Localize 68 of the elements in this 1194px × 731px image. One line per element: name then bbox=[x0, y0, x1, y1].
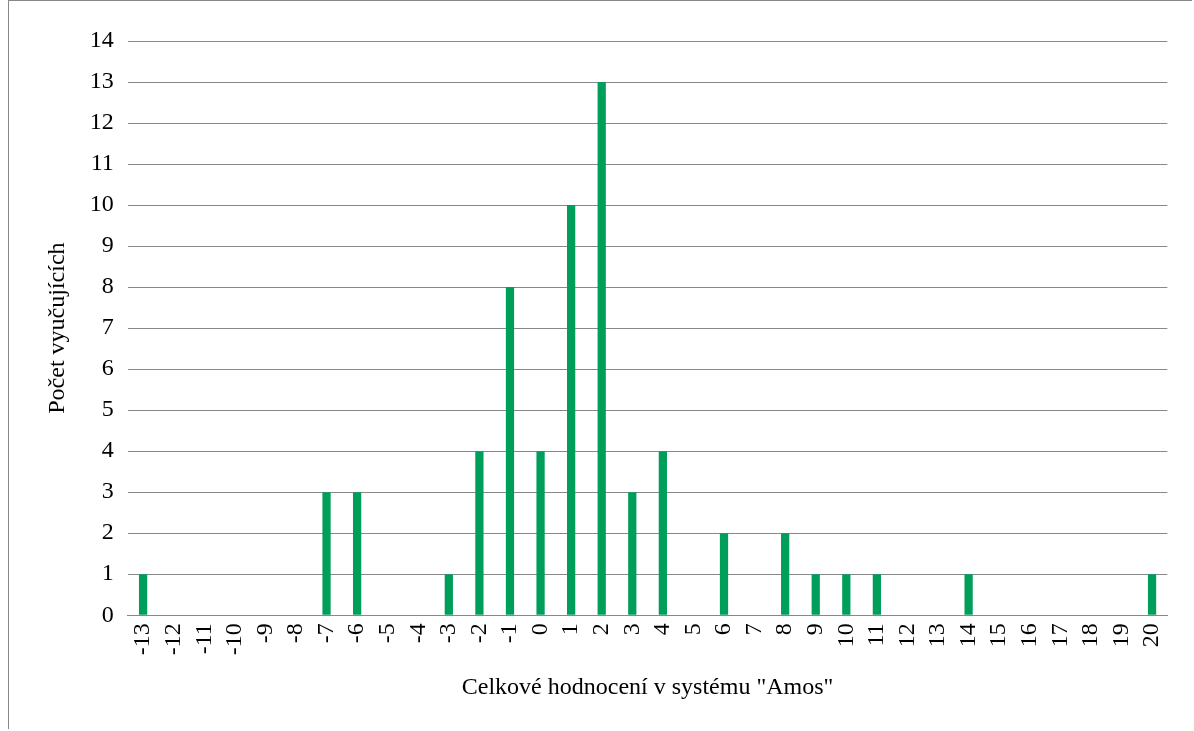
x-tick-label: -7 bbox=[311, 623, 338, 644]
x-tick-label: -3 bbox=[434, 623, 461, 644]
x-tick-label: 6 bbox=[709, 623, 736, 636]
y-tick-label: 2 bbox=[101, 518, 114, 545]
bar bbox=[567, 205, 576, 615]
bar bbox=[781, 533, 790, 615]
x-tick-label: -2 bbox=[464, 623, 491, 644]
x-tick-label: 14 bbox=[953, 623, 980, 648]
x-tick-label: 11 bbox=[862, 623, 889, 647]
x-tick-label: 5 bbox=[678, 623, 705, 636]
x-tick-label: 8 bbox=[770, 623, 797, 636]
bar bbox=[505, 287, 515, 615]
y-tick-label: 12 bbox=[89, 108, 114, 135]
x-tick-label: 19 bbox=[1106, 623, 1133, 648]
x-tick-label: -12 bbox=[158, 623, 185, 656]
bar bbox=[597, 82, 606, 615]
y-tick-label: 4 bbox=[101, 436, 114, 463]
x-tick-label: 2 bbox=[587, 623, 614, 636]
bar bbox=[658, 451, 667, 615]
x-tick-label: 0 bbox=[525, 623, 552, 636]
x-tick-label: 7 bbox=[739, 623, 766, 636]
y-tick-label: 3 bbox=[101, 477, 114, 504]
x-tick-label: 16 bbox=[1015, 623, 1042, 648]
y-axis-title: Počet vyučujících bbox=[42, 242, 69, 414]
y-tick-label: 1 bbox=[101, 559, 114, 586]
x-tick-label: 13 bbox=[923, 623, 950, 648]
y-tick-label: 9 bbox=[101, 231, 114, 258]
x-axis-title: Celkové hodnocení v systému "Amos" bbox=[461, 672, 834, 699]
y-tick-label: 14 bbox=[89, 26, 114, 53]
bar bbox=[719, 533, 729, 615]
bar bbox=[811, 574, 820, 615]
bar bbox=[352, 492, 362, 615]
bar bbox=[536, 451, 545, 615]
y-tick-label: 6 bbox=[101, 354, 114, 381]
x-tick-label: 3 bbox=[617, 623, 644, 636]
x-tick-label: 18 bbox=[1076, 623, 1103, 648]
x-tick-label: 1 bbox=[556, 623, 583, 636]
x-tick-label: -8 bbox=[281, 623, 308, 644]
x-tick-label: 15 bbox=[984, 623, 1011, 648]
x-tick-label: -9 bbox=[250, 623, 277, 644]
x-tick-label: -1 bbox=[495, 623, 522, 644]
y-tick-label: 10 bbox=[89, 190, 114, 217]
y-tick-label: 5 bbox=[101, 395, 114, 422]
x-tick-label: -11 bbox=[189, 623, 216, 655]
bar bbox=[1147, 574, 1157, 615]
x-tick-label: 17 bbox=[1045, 623, 1072, 648]
x-tick-label: -5 bbox=[372, 623, 399, 644]
bar bbox=[872, 574, 882, 615]
bar bbox=[842, 574, 851, 615]
x-tick-label: -10 bbox=[220, 623, 247, 656]
x-tick-label: -6 bbox=[342, 623, 369, 644]
bar bbox=[475, 451, 484, 615]
x-tick-label: 9 bbox=[801, 623, 828, 636]
bar bbox=[964, 574, 973, 615]
x-tick-label: 20 bbox=[1137, 623, 1164, 648]
y-tick-label: 11 bbox=[90, 149, 114, 176]
x-tick-label: 4 bbox=[648, 623, 675, 636]
x-tick-label: -4 bbox=[403, 623, 430, 644]
x-tick-label: 10 bbox=[831, 623, 858, 648]
y-tick-label: 8 bbox=[101, 272, 114, 299]
bar bbox=[628, 492, 637, 615]
bar bbox=[444, 574, 453, 615]
y-tick-label: 13 bbox=[89, 67, 114, 94]
y-tick-label: 7 bbox=[101, 313, 114, 340]
bar bbox=[322, 492, 331, 615]
x-tick-label: 12 bbox=[892, 623, 919, 648]
x-tick-label: -13 bbox=[128, 623, 155, 656]
bar bbox=[138, 574, 148, 615]
